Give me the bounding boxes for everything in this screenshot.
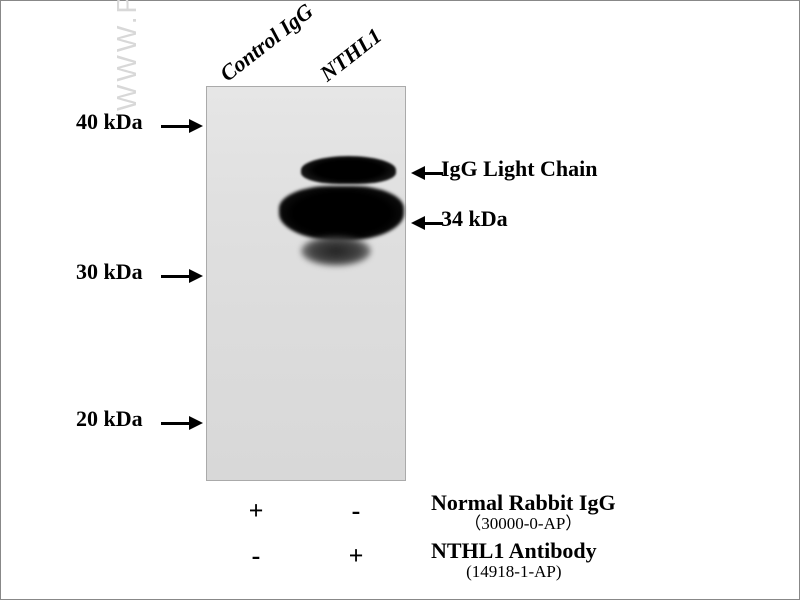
blot-membrane xyxy=(206,86,406,481)
figure-container: WWW.PGLAB.COM Control IgG NTHL1 40 kDa 3… xyxy=(0,0,800,600)
reagent-name: NTHL1 Antibody xyxy=(431,539,597,563)
matrix-cell: + xyxy=(341,541,371,571)
band-smear xyxy=(301,236,371,266)
mw-label: 20 kDa xyxy=(76,406,143,431)
arrow-icon xyxy=(161,119,203,133)
band-34kda xyxy=(279,186,404,241)
mw-marker-20: 20 kDa xyxy=(76,406,143,432)
matrix-cell: + xyxy=(241,496,271,526)
mw-label: 40 kDa xyxy=(76,109,143,134)
reagent-catalog: （30000-0-AP） xyxy=(431,515,616,534)
arrow-shaft xyxy=(161,125,189,128)
lane-header-nthl1: NTHL1 xyxy=(315,23,387,87)
arrow-head-icon xyxy=(189,416,203,430)
mw-marker-40: 40 kDa xyxy=(76,109,143,135)
annotation-igg-light-chain: IgG Light Chain xyxy=(441,156,598,182)
arrow-icon xyxy=(411,166,443,180)
arrow-icon xyxy=(411,216,443,230)
arrow-head-icon xyxy=(189,269,203,283)
reagent-label-normal-igg: Normal Rabbit IgG （30000-0-AP） xyxy=(431,491,616,534)
annotation-34kda: 34 kDa xyxy=(441,206,508,232)
arrow-head-icon xyxy=(411,166,425,180)
matrix-cell: - xyxy=(241,541,271,571)
mw-label: 30 kDa xyxy=(76,259,143,284)
reagent-label-nthl1-ab: NTHL1 Antibody (14918-1-AP) xyxy=(431,539,597,582)
matrix-cell: - xyxy=(341,496,371,526)
arrow-shaft xyxy=(161,422,189,425)
mw-marker-30: 30 kDa xyxy=(76,259,143,285)
reagent-catalog: (14918-1-AP) xyxy=(431,563,597,582)
lane-header-control: Control IgG xyxy=(215,0,318,87)
arrow-head-icon xyxy=(189,119,203,133)
band-igg-light-chain xyxy=(301,156,396,184)
arrow-icon xyxy=(161,416,203,430)
arrow-icon xyxy=(161,269,203,283)
arrow-shaft xyxy=(161,275,189,278)
watermark-text: WWW.PGLAB.COM xyxy=(111,0,143,111)
reagent-name: Normal Rabbit IgG xyxy=(431,491,616,515)
arrow-head-icon xyxy=(411,216,425,230)
